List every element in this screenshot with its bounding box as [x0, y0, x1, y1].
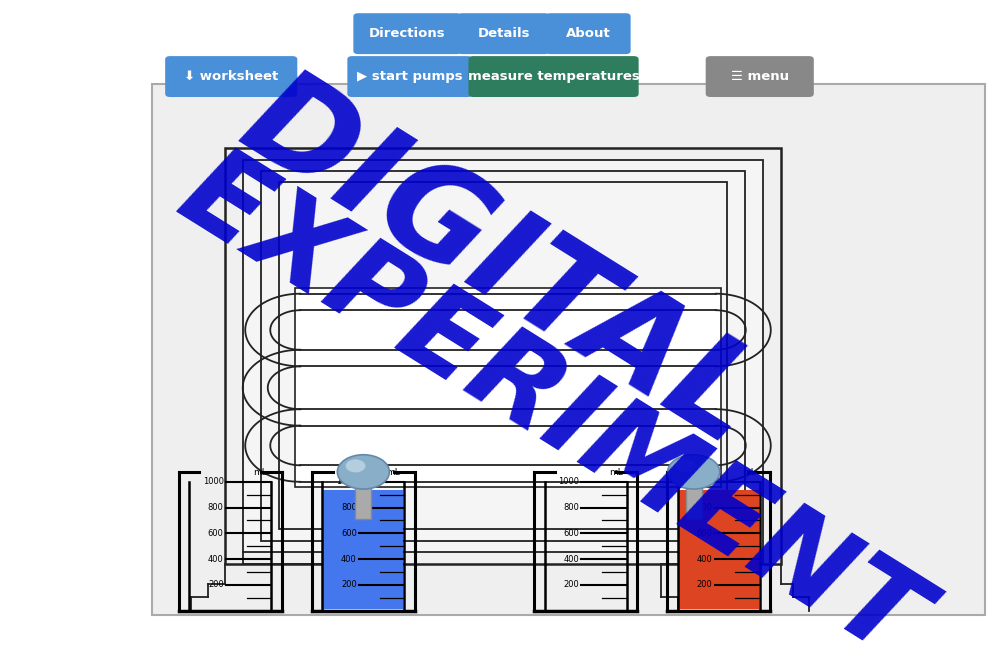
Text: 600: 600: [564, 529, 579, 538]
FancyBboxPatch shape: [706, 56, 814, 97]
Text: About: About: [566, 27, 611, 40]
Bar: [152, 84, 985, 615]
Text: 400: 400: [564, 554, 579, 564]
Text: 800: 800: [341, 503, 356, 512]
Circle shape: [676, 459, 696, 473]
Text: 600: 600: [697, 529, 712, 538]
Bar: [225, 148, 781, 564]
FancyBboxPatch shape: [353, 13, 461, 54]
Text: 800: 800: [564, 503, 579, 512]
Bar: [323, 490, 403, 609]
Text: 600: 600: [341, 529, 356, 538]
Bar: [243, 160, 763, 552]
Text: 200: 200: [564, 580, 579, 589]
FancyBboxPatch shape: [546, 13, 631, 54]
Text: 400: 400: [341, 554, 356, 564]
Text: 1000: 1000: [202, 477, 223, 486]
Text: DIGITAL: DIGITAL: [220, 56, 781, 472]
FancyBboxPatch shape: [347, 56, 472, 97]
Text: 1000: 1000: [691, 477, 712, 486]
FancyBboxPatch shape: [457, 13, 550, 54]
Text: 800: 800: [697, 503, 712, 512]
Text: mL: mL: [386, 467, 400, 477]
Text: ▶ start pumps: ▶ start pumps: [357, 70, 462, 83]
Bar: [686, 486, 702, 519]
Circle shape: [345, 459, 365, 473]
FancyBboxPatch shape: [468, 56, 639, 97]
Text: Details: Details: [477, 27, 530, 40]
Text: 200: 200: [208, 580, 223, 589]
Text: mL: mL: [742, 467, 756, 477]
Text: measure temperatures: measure temperatures: [467, 70, 640, 83]
Bar: [679, 490, 759, 609]
Text: 1000: 1000: [558, 477, 579, 486]
Circle shape: [337, 455, 389, 489]
Text: mL: mL: [253, 467, 267, 477]
Text: 400: 400: [208, 554, 223, 564]
Circle shape: [668, 455, 720, 489]
Text: 200: 200: [697, 580, 712, 589]
Text: 200: 200: [341, 580, 356, 589]
Bar: [279, 182, 727, 529]
Bar: [295, 288, 721, 487]
Text: ☰ menu: ☰ menu: [731, 70, 789, 83]
Text: Directions: Directions: [369, 27, 445, 40]
Bar: [261, 171, 745, 541]
FancyBboxPatch shape: [165, 56, 297, 97]
Text: EXPERIMENT: EXPERIMENT: [159, 135, 942, 660]
Text: mL: mL: [609, 467, 623, 477]
Text: 400: 400: [697, 554, 712, 564]
Text: ⬇ worksheet: ⬇ worksheet: [184, 70, 278, 83]
Text: 600: 600: [208, 529, 223, 538]
Text: 800: 800: [208, 503, 223, 512]
Text: 1000: 1000: [335, 477, 356, 486]
Bar: [355, 486, 371, 519]
